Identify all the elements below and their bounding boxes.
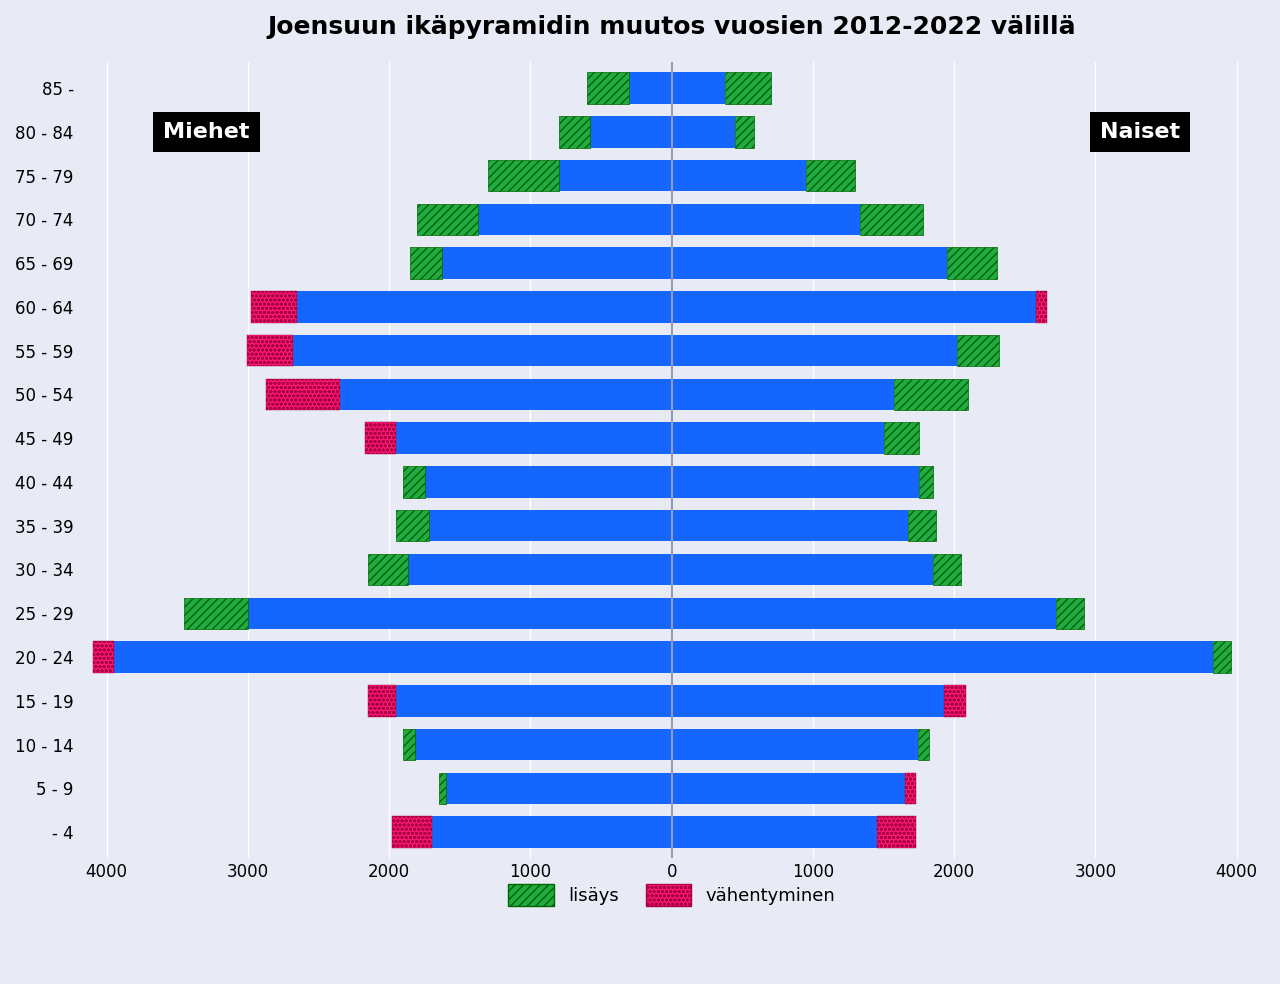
Text: Naiset: Naiset <box>1100 122 1180 142</box>
Bar <box>425 466 672 498</box>
Bar <box>672 204 860 235</box>
Bar <box>919 466 933 498</box>
Bar <box>726 72 771 103</box>
Bar <box>251 291 297 323</box>
Bar <box>947 247 997 278</box>
Bar <box>479 204 672 235</box>
Bar <box>431 817 672 848</box>
Bar <box>403 729 415 761</box>
Title: Joensuun ikäpyramidin muutos vuosien 2012-2022 välillä: Joensuun ikäpyramidin muutos vuosien 201… <box>268 15 1076 39</box>
Bar <box>672 729 918 761</box>
Bar <box>184 597 248 629</box>
Bar <box>442 247 672 278</box>
Bar <box>411 247 442 278</box>
Bar <box>672 116 735 148</box>
Bar <box>883 422 919 454</box>
Bar <box>559 116 590 148</box>
Bar <box>735 116 754 148</box>
Bar <box>905 772 916 804</box>
Bar <box>266 379 339 410</box>
Bar <box>945 685 965 716</box>
Bar <box>339 379 672 410</box>
Bar <box>672 554 933 585</box>
Bar <box>248 597 672 629</box>
Bar <box>918 729 929 761</box>
Bar <box>247 335 293 366</box>
Bar <box>559 159 672 191</box>
Bar <box>672 379 893 410</box>
Bar <box>369 685 397 716</box>
Bar <box>365 422 397 454</box>
Bar <box>403 466 425 498</box>
Text: Miehet: Miehet <box>164 122 250 142</box>
Bar <box>92 642 114 673</box>
Legend: lisäys, vähentyminen: lisäys, vähentyminen <box>502 877 842 913</box>
Bar <box>1056 597 1084 629</box>
Bar <box>588 72 630 103</box>
Bar <box>488 159 559 191</box>
Bar <box>860 204 923 235</box>
Bar <box>877 817 916 848</box>
Bar <box>429 510 672 541</box>
Bar <box>908 510 936 541</box>
Bar <box>893 379 969 410</box>
Bar <box>672 510 908 541</box>
Bar <box>397 510 429 541</box>
Bar <box>672 817 877 848</box>
Bar <box>672 642 1212 673</box>
Bar <box>672 422 883 454</box>
Bar <box>114 642 672 673</box>
Bar <box>806 159 855 191</box>
Bar <box>672 72 726 103</box>
Bar <box>397 422 672 454</box>
Bar <box>1212 642 1231 673</box>
Bar <box>1037 291 1047 323</box>
Bar <box>297 291 672 323</box>
Bar <box>415 729 672 761</box>
Bar <box>397 685 672 716</box>
Bar <box>933 554 961 585</box>
Bar <box>672 466 919 498</box>
Bar <box>407 554 672 585</box>
Bar <box>672 291 1037 323</box>
Bar <box>439 772 445 804</box>
Bar <box>672 159 806 191</box>
Bar <box>417 204 479 235</box>
Bar <box>293 335 672 366</box>
Bar <box>369 554 407 585</box>
Bar <box>590 116 672 148</box>
Bar <box>672 685 945 716</box>
Bar <box>672 247 947 278</box>
Bar <box>672 772 905 804</box>
Bar <box>672 597 1056 629</box>
Bar <box>392 817 431 848</box>
Bar <box>957 335 1000 366</box>
Bar <box>630 72 672 103</box>
Bar <box>672 335 957 366</box>
Bar <box>445 772 672 804</box>
